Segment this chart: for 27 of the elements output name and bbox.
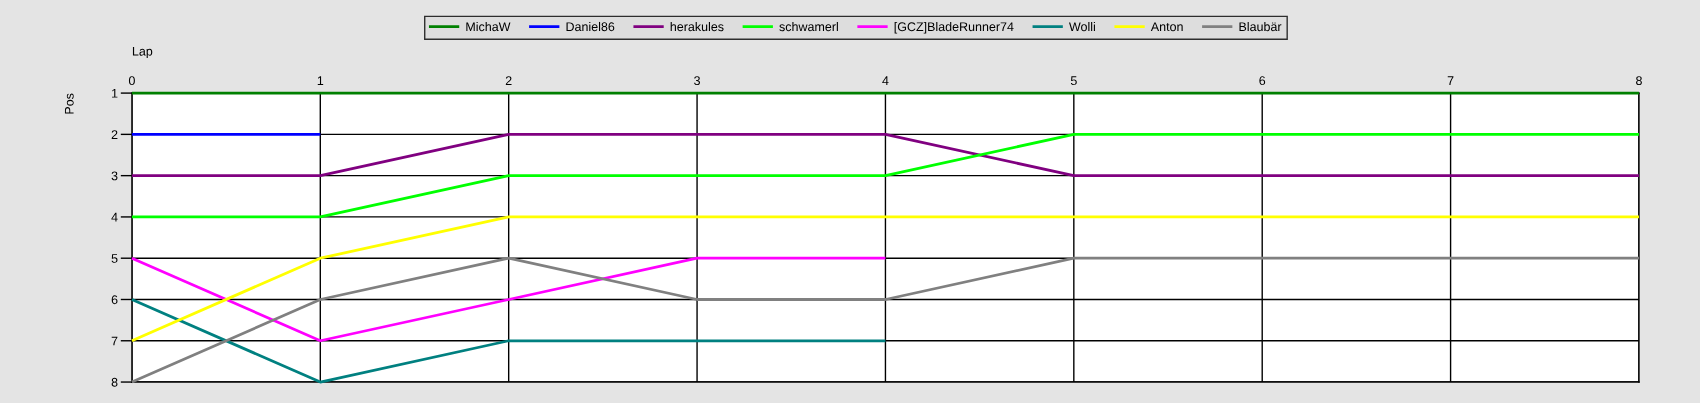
- x-tick-label: 2: [505, 76, 512, 85]
- y-tick-label: 1: [112, 89, 118, 98]
- x-tick-label: 8: [1636, 76, 1642, 86]
- y-tick-label: 3: [111, 171, 118, 181]
- x-tick-label: 3: [694, 76, 700, 86]
- x-tick-label: 6: [1259, 76, 1266, 86]
- x-tick-label: 7: [1447, 76, 1454, 85]
- x-tick-label: 5: [1070, 76, 1077, 86]
- y-tick-label: 4: [111, 212, 118, 222]
- y-tick-label: 2: [111, 130, 118, 139]
- x-tick-label: 4: [882, 76, 889, 85]
- legend-label: herakules: [670, 21, 724, 32]
- legend-label: Blaubär: [1239, 21, 1282, 32]
- x-axis-title: Lap: [132, 46, 153, 59]
- legend-label: Daniel86: [566, 21, 615, 32]
- y-axis-title: Pos: [64, 93, 74, 114]
- x-tick-label: 0: [128, 76, 135, 86]
- legend-label: schwamerl: [779, 21, 838, 32]
- y-tick-label: 5: [111, 254, 118, 263]
- legend-label: [GCZ]BladeRunner74: [894, 21, 1014, 34]
- legend-label: Anton: [1150, 22, 1183, 32]
- legend-label: Wolli: [1069, 21, 1095, 32]
- legend-label: MichaW: [466, 21, 511, 32]
- y-tick-label: 7: [111, 336, 118, 346]
- x-tick-label: 1: [317, 76, 324, 85]
- y-tick-label: 6: [111, 295, 118, 305]
- y-tick-label: 8: [111, 377, 118, 387]
